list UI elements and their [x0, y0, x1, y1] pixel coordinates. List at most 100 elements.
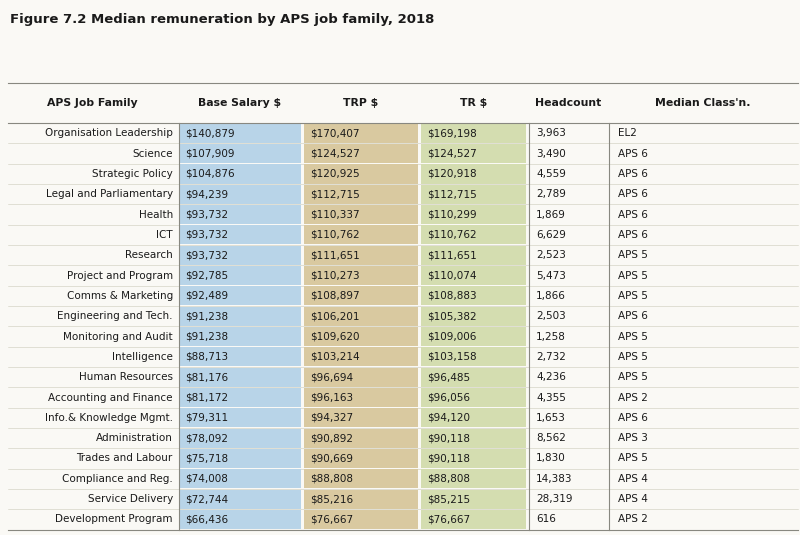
Bar [421, 408, 526, 427]
Bar [421, 164, 526, 184]
Text: 1,869: 1,869 [536, 210, 566, 219]
Text: $85,215: $85,215 [427, 494, 470, 504]
Text: $104,876: $104,876 [186, 169, 235, 179]
Text: $90,669: $90,669 [310, 454, 354, 463]
Text: APS 5: APS 5 [618, 291, 647, 301]
Text: APS 5: APS 5 [618, 332, 647, 341]
Text: $124,527: $124,527 [427, 149, 477, 158]
Text: $96,694: $96,694 [310, 372, 354, 382]
Text: $111,651: $111,651 [427, 250, 477, 260]
Text: Info.& Knowledge Mgmt.: Info.& Knowledge Mgmt. [45, 413, 173, 423]
Bar [304, 266, 418, 285]
Text: 4,559: 4,559 [536, 169, 566, 179]
Text: APS 5: APS 5 [618, 352, 647, 362]
Text: $103,158: $103,158 [427, 352, 477, 362]
Text: APS 6: APS 6 [618, 210, 647, 219]
Bar [179, 185, 301, 204]
Text: Engineering and Tech.: Engineering and Tech. [58, 311, 173, 321]
Bar [421, 388, 526, 407]
Text: Research: Research [125, 250, 173, 260]
Bar [304, 408, 418, 427]
Bar [421, 490, 526, 509]
Bar [179, 286, 301, 305]
Bar [179, 205, 301, 224]
Text: $93,732: $93,732 [186, 210, 229, 219]
Bar [304, 510, 418, 529]
Bar [421, 510, 526, 529]
Bar [421, 144, 526, 163]
Text: $91,238: $91,238 [186, 332, 229, 341]
Text: APS 3: APS 3 [618, 433, 647, 443]
Text: 14,383: 14,383 [536, 474, 573, 484]
Text: Human Resources: Human Resources [79, 372, 173, 382]
Text: Science: Science [132, 149, 173, 158]
Bar [421, 449, 526, 468]
Bar [179, 388, 301, 407]
Text: 5,473: 5,473 [536, 271, 566, 280]
Text: $81,176: $81,176 [186, 372, 229, 382]
Bar [179, 408, 301, 427]
Bar [179, 307, 301, 326]
Text: $93,732: $93,732 [186, 230, 229, 240]
Bar [421, 327, 526, 346]
Text: Intelligence: Intelligence [112, 352, 173, 362]
Text: Development Program: Development Program [55, 515, 173, 524]
Text: $109,620: $109,620 [310, 332, 360, 341]
Bar [421, 307, 526, 326]
Text: ICT: ICT [156, 230, 173, 240]
Text: $108,897: $108,897 [310, 291, 360, 301]
Text: $88,808: $88,808 [310, 474, 354, 484]
Text: $78,092: $78,092 [186, 433, 229, 443]
Bar [179, 327, 301, 346]
Text: 1,653: 1,653 [536, 413, 566, 423]
Bar [304, 185, 418, 204]
Bar [179, 368, 301, 387]
Bar [421, 266, 526, 285]
Bar [179, 124, 301, 143]
Bar [421, 368, 526, 387]
Bar [304, 164, 418, 184]
Bar [304, 225, 418, 244]
Bar [421, 205, 526, 224]
Text: $108,883: $108,883 [427, 291, 477, 301]
Text: Project and Program: Project and Program [66, 271, 173, 280]
Text: $110,074: $110,074 [427, 271, 477, 280]
Text: APS 5: APS 5 [618, 271, 647, 280]
Text: APS 6: APS 6 [618, 149, 647, 158]
Bar [179, 347, 301, 366]
Text: $81,172: $81,172 [186, 393, 229, 402]
Text: Strategic Policy: Strategic Policy [92, 169, 173, 179]
Bar [179, 164, 301, 184]
Text: Service Delivery: Service Delivery [87, 494, 173, 504]
Text: 616: 616 [536, 515, 556, 524]
Text: APS 6: APS 6 [618, 311, 647, 321]
Bar [304, 388, 418, 407]
Text: $110,299: $110,299 [427, 210, 477, 219]
Text: $92,489: $92,489 [186, 291, 229, 301]
Text: $74,008: $74,008 [186, 474, 229, 484]
Text: Median Class'n.: Median Class'n. [655, 98, 751, 108]
Text: Monitoring and Audit: Monitoring and Audit [63, 332, 173, 341]
Text: $90,118: $90,118 [427, 433, 470, 443]
Text: $106,201: $106,201 [310, 311, 360, 321]
Text: $94,120: $94,120 [427, 413, 470, 423]
Text: APS 6: APS 6 [618, 189, 647, 199]
Text: Health: Health [138, 210, 173, 219]
Bar [304, 144, 418, 163]
Text: 1,866: 1,866 [536, 291, 566, 301]
Text: $110,273: $110,273 [310, 271, 360, 280]
Bar [421, 185, 526, 204]
Text: $92,785: $92,785 [186, 271, 229, 280]
Text: TRP $: TRP $ [343, 98, 378, 108]
Bar [421, 347, 526, 366]
Text: $124,527: $124,527 [310, 149, 360, 158]
Text: APS 2: APS 2 [618, 393, 647, 402]
Text: $88,713: $88,713 [186, 352, 229, 362]
Text: $112,715: $112,715 [427, 189, 477, 199]
Bar [304, 429, 418, 448]
Bar [179, 490, 301, 509]
Text: $90,892: $90,892 [310, 433, 354, 443]
Bar [304, 124, 418, 143]
Text: $140,879: $140,879 [186, 128, 235, 138]
Text: $170,407: $170,407 [310, 128, 360, 138]
